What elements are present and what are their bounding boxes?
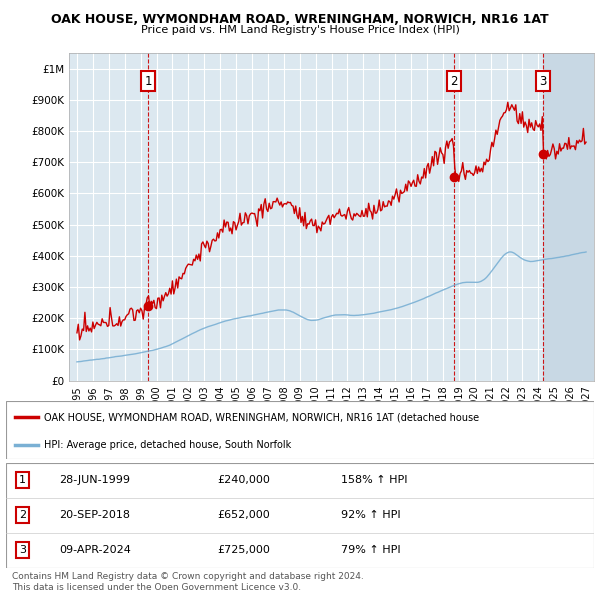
Text: 2: 2	[451, 75, 458, 88]
Bar	[542, 53, 594, 381]
Text: Price paid vs. HM Land Registry's House Price Index (HPI): Price paid vs. HM Land Registry's House …	[140, 25, 460, 35]
Text: 158% ↑ HPI: 158% ↑ HPI	[341, 475, 407, 485]
Text: 3: 3	[539, 75, 547, 88]
Text: 09-APR-2024: 09-APR-2024	[59, 545, 131, 555]
Text: 79% ↑ HPI: 79% ↑ HPI	[341, 545, 401, 555]
Text: £240,000: £240,000	[218, 475, 271, 485]
Text: 20-SEP-2018: 20-SEP-2018	[59, 510, 130, 520]
Text: OAK HOUSE, WYMONDHAM ROAD, WRENINGHAM, NORWICH, NR16 1AT: OAK HOUSE, WYMONDHAM ROAD, WRENINGHAM, N…	[51, 13, 549, 26]
Text: OAK HOUSE, WYMONDHAM ROAD, WRENINGHAM, NORWICH, NR16 1AT (detached house: OAK HOUSE, WYMONDHAM ROAD, WRENINGHAM, N…	[44, 412, 479, 422]
Text: 1: 1	[145, 75, 152, 88]
Text: This data is licensed under the Open Government Licence v3.0.: This data is licensed under the Open Gov…	[12, 583, 301, 590]
Text: HPI: Average price, detached house, South Norfolk: HPI: Average price, detached house, Sout…	[44, 440, 292, 450]
Text: £652,000: £652,000	[218, 510, 271, 520]
Text: 2: 2	[19, 510, 26, 520]
Text: £725,000: £725,000	[218, 545, 271, 555]
Text: 1: 1	[19, 475, 26, 485]
Text: 92% ↑ HPI: 92% ↑ HPI	[341, 510, 401, 520]
Text: Contains HM Land Registry data © Crown copyright and database right 2024.: Contains HM Land Registry data © Crown c…	[12, 572, 364, 581]
Text: 28-JUN-1999: 28-JUN-1999	[59, 475, 130, 485]
Text: 3: 3	[19, 545, 26, 555]
